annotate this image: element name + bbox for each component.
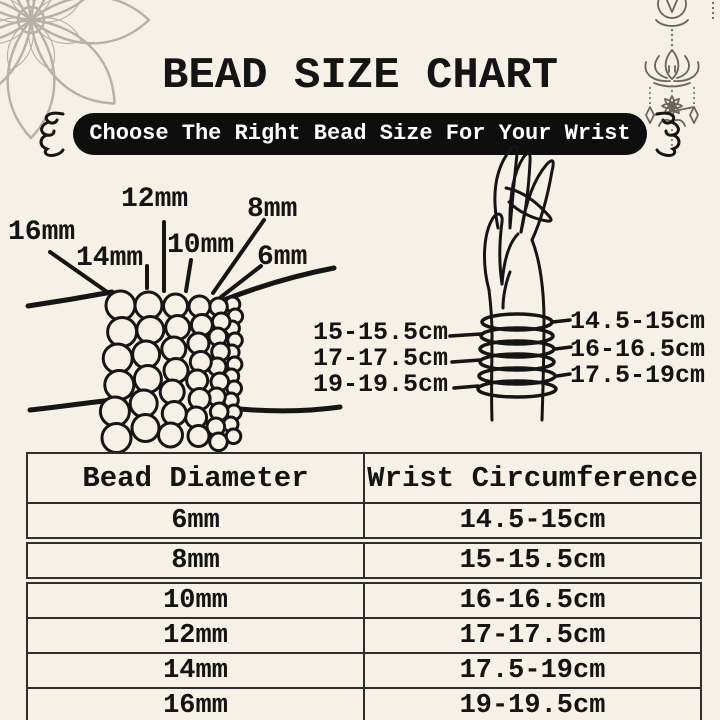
bead-diameter-cell: 8mm [26,537,365,582]
wrist-circumference-cell: 19-19.5cm [363,687,702,720]
swirl-bracket-icon [39,111,65,157]
bead-size-label-10mm: 10mm [167,230,235,261]
bead-size-label-8mm: 8mm [247,194,298,225]
bead-size-label-14mm: 14mm [76,243,144,274]
table-row: 6mm 14.5-15cm [26,502,702,542]
bead-size-table: Bead Diameter Wrist Circumference 6mm 14… [26,452,702,720]
table-row: 8mm 15-15.5cm [26,537,702,582]
bead-diameter-cell: 10mm [26,577,365,619]
bracelet-stack [476,312,558,399]
banner-row: Choose The Right Bead Size For Your Wris… [0,110,720,158]
bead-diameter-cell: 16mm [26,687,365,720]
mandala-flower-icon [0,0,151,140]
wrist-circumference-cell: 14.5-15cm [363,502,702,542]
col-header-bead-diameter: Bead Diameter [26,452,365,504]
circumference-leader-lines [448,318,573,390]
wrist-size-label-17.5-19cm: 17.5-19cm [570,361,706,390]
wrist-size-label-19-19.5cm: 19-19.5cm [312,370,448,399]
banner-pill: Choose The Right Bead Size For Your Wris… [73,113,647,155]
hand-with-bracelets-illustration [448,144,573,422]
wrist-circumference-cell: 15-15.5cm [363,537,702,582]
bead-label-leader-lines [48,218,266,299]
bead-strands-illustration [25,218,343,454]
bead-size-label-6mm: 6mm [257,242,308,273]
bead-size-label-12mm: 12mm [121,184,189,215]
table-row: 14mm 17.5-19cm [26,652,702,689]
swirl-bracket-icon [655,111,681,157]
wrist-circumference-cell: 17-17.5cm [363,617,702,654]
bead-diameter-cell: 14mm [26,652,365,689]
bead-size-label-16mm: 16mm [8,217,76,248]
col-header-wrist-circumference: Wrist Circumference [363,452,702,504]
wrist-circumference-cell: 16-16.5cm [363,577,702,619]
wrist-size-label-17-17.5cm: 17-17.5cm [312,344,448,373]
bead-strands [98,289,245,454]
wrist-circumference-cell: 17.5-19cm [363,652,702,689]
wrist-size-label-14.5-15cm: 14.5-15cm [570,307,706,336]
table-row: 10mm 16-16.5cm [26,577,702,619]
table-row: 16mm 19-19.5cm [26,687,702,720]
wrist-size-label-15-15.5cm: 15-15.5cm [312,318,448,347]
table-row: 12mm 17-17.5cm [26,617,702,654]
table-header-row: Bead Diameter Wrist Circumference [26,452,702,504]
page-title: BEAD SIZE CHART [161,51,559,101]
wrist-size-label-16-16.5cm: 16-16.5cm [570,335,706,364]
bead-diameter-cell: 6mm [26,502,365,542]
bead-diameter-cell: 12mm [26,617,365,654]
lotus-hanging-ornament-icon [644,0,715,146]
